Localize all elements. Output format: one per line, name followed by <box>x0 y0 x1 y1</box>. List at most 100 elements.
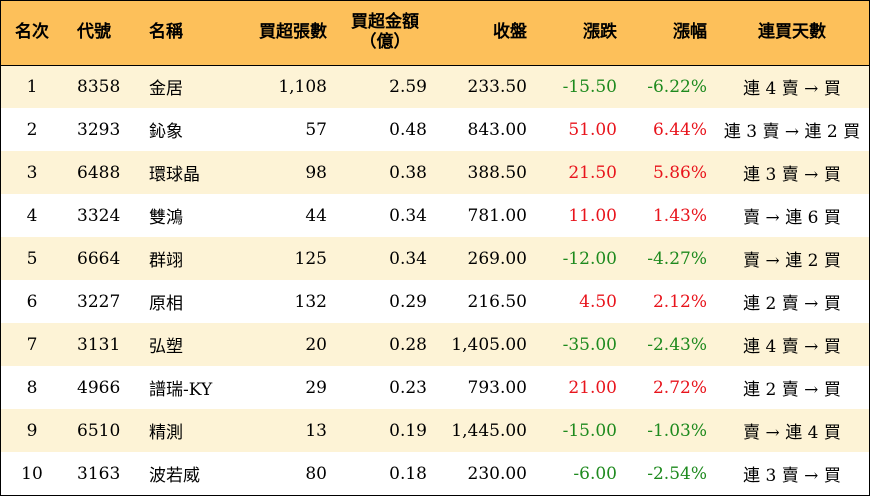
header-net-buy-amount: 買超金額 （億） <box>335 1 435 66</box>
rank-cell: 6 <box>26 291 38 312</box>
streak-cell: 連 3 賣 → 買 <box>743 466 841 486</box>
net-buy-lots-cell: 44 <box>305 205 327 226</box>
table-row: 8 4966 譜瑞-KY 29 0.23 793.00 21.00 2.72% 連 2 賣 → … <box>1 366 869 409</box>
change-pct-cell: 2.72% <box>652 377 707 398</box>
net-buy-amount-cell: 0.38 <box>389 162 427 183</box>
header-code: 代號 <box>63 1 135 66</box>
rank-cell: 5 <box>26 248 38 269</box>
code-cell: 3227 <box>77 291 121 312</box>
rank-cell: 8 <box>26 377 38 398</box>
streak-cell: 連 2 賣 → 買 <box>743 294 841 314</box>
rank-cell: 10 <box>21 463 43 484</box>
header-change-pct: 漲幅 <box>625 1 715 66</box>
name-cell: 波若威 <box>149 466 200 486</box>
code-cell: 6510 <box>77 420 121 441</box>
rank-cell: 7 <box>26 334 38 355</box>
close-cell: 388.50 <box>467 162 527 183</box>
name-cell: 譜瑞-KY <box>149 380 213 400</box>
change-pct-cell: 5.86% <box>652 162 707 183</box>
close-cell: 843.00 <box>467 119 527 140</box>
net-buy-lots-cell: 29 <box>305 377 327 398</box>
net-buy-lots-cell: 20 <box>305 334 327 355</box>
name-cell: 環球晶 <box>149 165 200 185</box>
net-buy-amount-cell: 0.23 <box>389 377 427 398</box>
change-pct-cell: -4.27% <box>647 248 707 269</box>
header-net-buy-amount-line2: （億） <box>359 31 411 52</box>
header-close: 收盤 <box>435 1 535 66</box>
streak-cell: 連 4 賣 → 買 <box>743 79 841 100</box>
change-pct-cell: 2.12% <box>652 291 707 312</box>
header-streak: 連買天數 <box>715 1 869 66</box>
code-cell: 3324 <box>77 205 121 226</box>
streak-cell: 連 3 賣 → 連 2 買 <box>723 122 861 142</box>
table-row: 5 6664 群翊 125 0.34 269.00 -12.00 -4.27% 賣 → 連 2 … <box>1 237 869 280</box>
rank-cell: 4 <box>26 205 38 226</box>
name-cell: 金居 <box>149 79 183 100</box>
streak-cell: 連 2 賣 → 買 <box>743 380 841 400</box>
code-cell: 3131 <box>77 334 121 355</box>
name-cell: 精測 <box>149 423 183 443</box>
streak-cell: 賣 → 連 2 買 <box>743 251 841 271</box>
streak-cell: 賣 → 連 6 買 <box>743 208 841 228</box>
net-buy-amount-cell: 0.48 <box>389 119 427 140</box>
name-cell: 弘塑 <box>149 337 183 357</box>
change-cell: -15.50 <box>562 76 617 97</box>
net-buy-amount-cell: 0.34 <box>389 248 427 269</box>
header-rank: 名次 <box>1 1 63 66</box>
streak-cell: 連 4 賣 → 買 <box>743 337 841 357</box>
name-cell: 雙鴻 <box>149 208 183 228</box>
code-cell: 3293 <box>77 119 121 140</box>
header-net-buy-lots: 買超張數 <box>245 1 335 66</box>
header-net-buy-amount-line1: 買超金額 <box>351 12 419 33</box>
header-row: 名次 代號 名稱 買超張數 買超金額 （億） 收盤 漲跌 漲幅 連買天數 <box>1 1 869 66</box>
change-pct-cell: -1.03% <box>647 420 707 441</box>
change-pct-cell: -2.43% <box>647 334 707 355</box>
change-cell: -35.00 <box>562 334 617 355</box>
code-cell: 6488 <box>77 162 121 183</box>
net-buy-amount-cell: 0.34 <box>389 205 427 226</box>
rank-cell: 9 <box>26 420 38 441</box>
change-pct-cell: -6.22% <box>647 76 707 97</box>
table-header: 名次 代號 名稱 買超張數 買超金額 （億） 收盤 漲跌 漲幅 連買天數 <box>1 1 869 66</box>
close-cell: 1,445.00 <box>451 420 527 441</box>
change-cell: 11.00 <box>568 205 617 226</box>
change-cell: 21.50 <box>568 162 617 183</box>
close-cell: 781.00 <box>467 205 527 226</box>
table-body: 1 8358 金居 1,108 2.59 233.50 -15.50 -6.22% 連 4 賣 … <box>1 65 869 495</box>
table-row: 4 3324 雙鴻 44 0.34 781.00 11.00 1.43% 賣 → 連 6 買 <box>1 194 869 237</box>
net-buy-amount-cell: 0.28 <box>389 334 427 355</box>
code-cell: 3163 <box>77 463 121 484</box>
table-row: 6 3227 原相 132 0.29 216.50 4.50 2.12% 連 2 賣 → 買 <box>1 280 869 323</box>
change-pct-cell: 6.44% <box>652 119 707 140</box>
net-buy-lots-cell: 57 <box>305 119 327 140</box>
rank-cell: 1 <box>26 76 38 97</box>
change-pct-cell: -2.54% <box>647 463 707 484</box>
change-cell: -6.00 <box>573 463 617 484</box>
rank-cell: 2 <box>26 119 38 140</box>
change-cell: 51.00 <box>568 119 617 140</box>
close-cell: 269.00 <box>467 248 527 269</box>
streak-cell: 賣 → 連 4 買 <box>743 423 841 443</box>
change-cell: 21.00 <box>568 377 617 398</box>
streak-cell: 連 3 賣 → 買 <box>743 165 841 185</box>
table-row: 2 3293 鈊象 57 0.48 843.00 51.00 6.44% 連 3 賣 → 連 2… <box>1 108 869 151</box>
net-buy-amount-cell: 0.18 <box>389 463 427 484</box>
code-cell: 6664 <box>77 248 121 269</box>
net-buy-lots-cell: 13 <box>305 420 327 441</box>
close-cell: 216.50 <box>467 291 527 312</box>
table-row: 7 3131 弘塑 20 0.28 1,405.00 -35.00 -2.43% 連 4 賣 →… <box>1 323 869 366</box>
net-buy-lots-cell: 132 <box>294 291 327 312</box>
net-buy-lots-cell: 125 <box>294 248 327 269</box>
close-cell: 1,405.00 <box>451 334 527 355</box>
change-cell: -15.00 <box>562 420 617 441</box>
header-name: 名稱 <box>135 1 245 66</box>
code-cell: 4966 <box>77 377 121 398</box>
close-cell: 230.00 <box>467 463 527 484</box>
table-row: 1 8358 金居 1,108 2.59 233.50 -15.50 -6.22% 連 4 賣 … <box>1 65 869 108</box>
net-buy-lots-cell: 80 <box>305 463 327 484</box>
net-buy-amount-cell: 0.19 <box>389 420 427 441</box>
close-cell: 233.50 <box>467 76 527 97</box>
table-row: 9 6510 精測 13 0.19 1,445.00 -15.00 -1.03% 賣 → 連 4… <box>1 409 869 452</box>
